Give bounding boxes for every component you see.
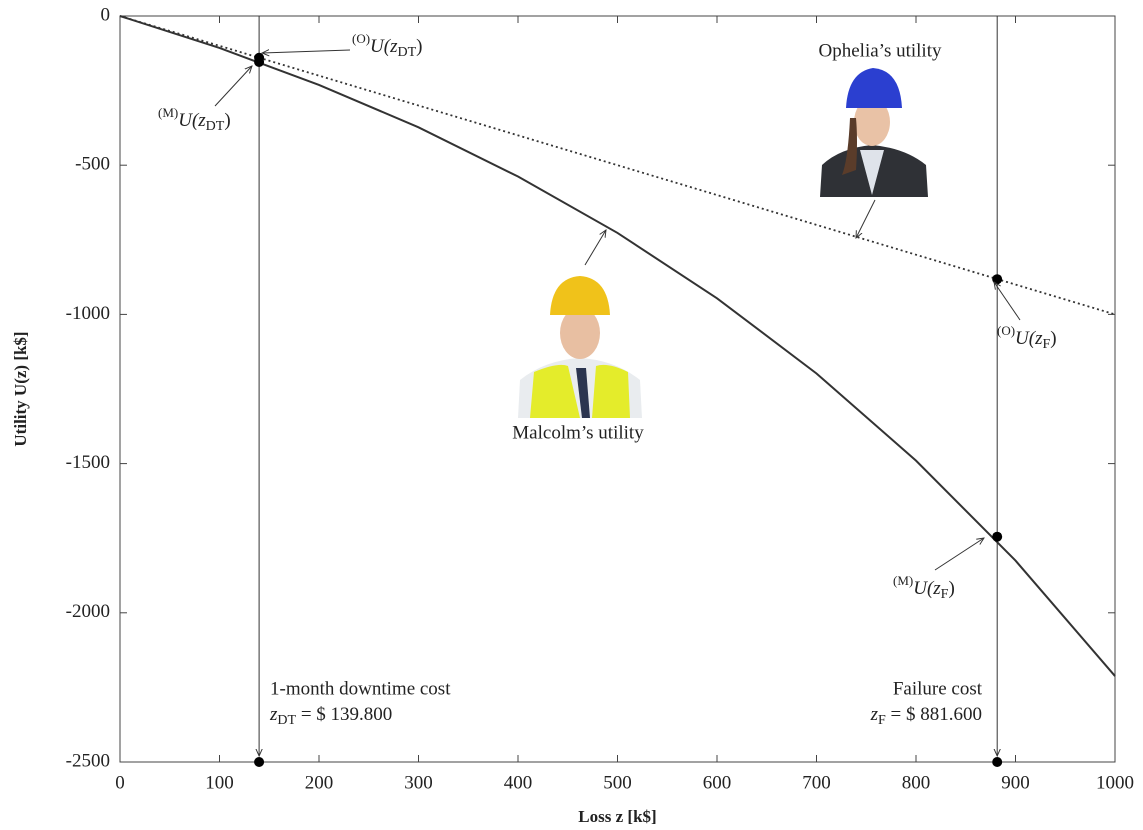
x-axis-label: Loss z [k$] xyxy=(578,807,656,826)
label-post: ) xyxy=(948,578,954,599)
leader-arrow xyxy=(935,538,984,570)
x-tick-label: 1000 xyxy=(1096,772,1134,793)
x-tick-label: 800 xyxy=(902,772,931,793)
series-line xyxy=(120,16,1115,314)
y-tick-label: -1500 xyxy=(66,452,110,473)
point xyxy=(992,532,1002,542)
cost-value: zF = $ 881.600 xyxy=(870,704,982,728)
series-name: Malcolm’s utility xyxy=(512,422,644,443)
y-tick-label: -2000 xyxy=(66,601,110,622)
y-tick-label: -500 xyxy=(75,154,110,175)
leader-arrow xyxy=(262,50,350,53)
label-sup: (O) xyxy=(352,31,370,46)
point-label: (M)U(zDT) xyxy=(158,105,231,134)
point xyxy=(254,57,264,67)
label-post: ) xyxy=(224,110,230,131)
point-label: (O)U(zDT) xyxy=(352,31,423,60)
leader-arrow xyxy=(994,282,1020,320)
chart: 0 100 200 300 400 500 600 700 800 900 1000 0 -500 -10… xyxy=(0,0,1143,830)
series-line xyxy=(120,16,1115,676)
cost-text: = $ 881.600 xyxy=(886,704,982,725)
series-pointer xyxy=(856,200,875,238)
cost-text: = $ 139.800 xyxy=(296,704,392,725)
x-tick-label: 200 xyxy=(305,772,334,793)
x-tick-label: 600 xyxy=(703,772,732,793)
x-tick-label: 0 xyxy=(115,772,125,793)
point-label: (M)U(zF) xyxy=(893,573,955,602)
series-pointer xyxy=(585,230,606,265)
label-sup: (M) xyxy=(893,573,913,588)
cost-title: 1-month downtime cost xyxy=(270,678,451,699)
label-sub: F xyxy=(1043,337,1051,352)
label-pre: U(z xyxy=(370,36,398,57)
x-tick-label: 100 xyxy=(205,772,234,793)
point xyxy=(992,274,1002,284)
label-sub: F xyxy=(941,587,949,602)
label-sup: (O) xyxy=(997,323,1015,338)
label-pre: U(z xyxy=(1015,328,1043,349)
label-sup: (M) xyxy=(158,105,178,120)
malcolm-figure xyxy=(518,276,642,418)
x-tick-label: 500 xyxy=(603,772,632,793)
label-pre: U(z xyxy=(913,578,941,599)
label-pre: U(z xyxy=(178,110,206,131)
cost-sub: DT xyxy=(277,713,296,728)
series-name: Ophelia’s utility xyxy=(819,40,942,61)
leader-arrow xyxy=(215,66,252,106)
x-tick-label: 400 xyxy=(504,772,533,793)
ophelia-figure xyxy=(820,68,928,197)
x-tick-label: 300 xyxy=(404,772,433,793)
x-tick-label: 700 xyxy=(802,772,831,793)
point-label: (O)U(zF) xyxy=(997,323,1057,352)
point xyxy=(254,757,264,767)
x-tick-label: 900 xyxy=(1001,772,1030,793)
y-tick-label: -2500 xyxy=(66,750,110,771)
label-sub: DT xyxy=(206,119,225,134)
label-post: ) xyxy=(1050,328,1056,349)
label-post: ) xyxy=(416,36,422,57)
cost-value: zDT = $ 139.800 xyxy=(269,704,392,728)
label-sub: DT xyxy=(398,45,417,60)
y-tick-label: -1000 xyxy=(66,303,110,324)
cost-sub: F xyxy=(878,713,886,728)
point xyxy=(992,757,1002,767)
cost-title: Failure cost xyxy=(893,678,983,699)
y-axis-label: Utility U(z) [k$] xyxy=(11,331,30,446)
y-tick-label: 0 xyxy=(101,4,111,25)
